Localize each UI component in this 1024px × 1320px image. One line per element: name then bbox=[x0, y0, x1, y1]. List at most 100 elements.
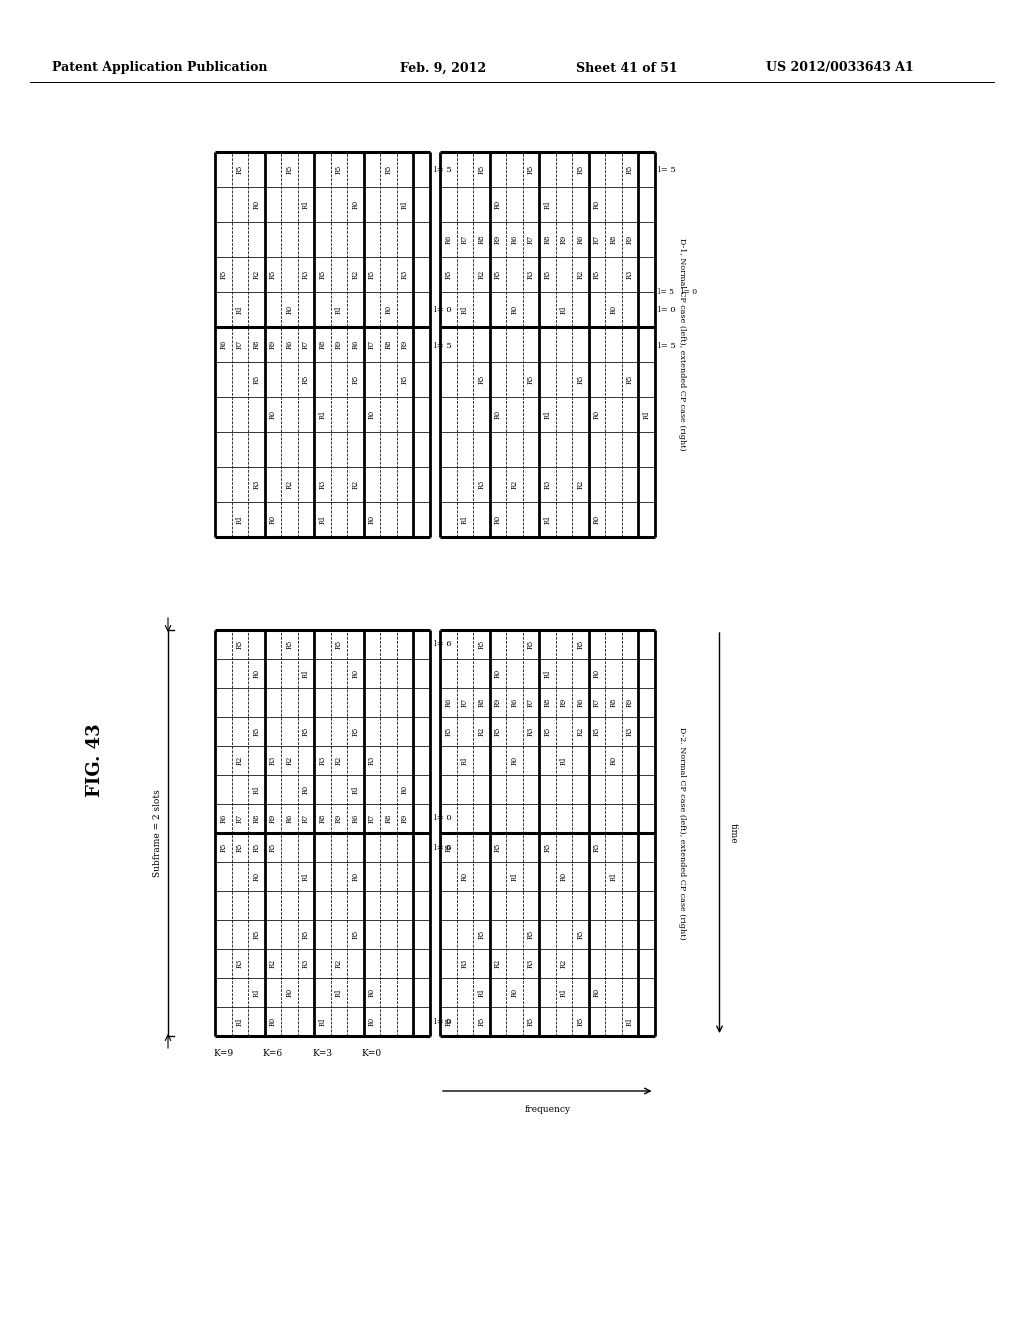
Text: l= 0: l= 0 bbox=[433, 305, 452, 314]
Text: R6: R6 bbox=[219, 814, 227, 824]
Text: R5: R5 bbox=[219, 843, 227, 853]
Text: R0: R0 bbox=[510, 305, 518, 314]
Text: R0: R0 bbox=[368, 411, 376, 418]
Text: R9: R9 bbox=[626, 235, 634, 244]
Text: R1: R1 bbox=[335, 305, 343, 314]
Text: R0: R0 bbox=[252, 873, 260, 880]
Text: R1: R1 bbox=[560, 987, 567, 997]
Text: R3: R3 bbox=[526, 958, 535, 968]
Text: R9: R9 bbox=[335, 814, 343, 824]
Text: R7: R7 bbox=[526, 235, 535, 244]
Text: R2: R2 bbox=[577, 480, 585, 490]
Text: R2: R2 bbox=[268, 958, 276, 968]
Text: R7: R7 bbox=[461, 698, 469, 708]
Text: R5: R5 bbox=[577, 165, 585, 174]
Text: R5: R5 bbox=[335, 165, 343, 174]
Text: R5: R5 bbox=[219, 269, 227, 279]
Text: R1: R1 bbox=[252, 987, 260, 997]
Text: R0: R0 bbox=[593, 411, 601, 418]
Text: time: time bbox=[729, 822, 738, 843]
Text: R9: R9 bbox=[560, 698, 567, 708]
Text: R1: R1 bbox=[236, 305, 244, 314]
Text: R0: R0 bbox=[593, 669, 601, 678]
Text: R2: R2 bbox=[560, 958, 567, 968]
Text: R2: R2 bbox=[252, 269, 260, 279]
Text: R2: R2 bbox=[477, 727, 485, 737]
Text: R2: R2 bbox=[577, 727, 585, 737]
Text: R1: R1 bbox=[560, 756, 567, 766]
Text: R1: R1 bbox=[335, 987, 343, 997]
Text: R5: R5 bbox=[444, 1016, 453, 1026]
Text: R1: R1 bbox=[609, 873, 617, 882]
Text: l= 0: l= 0 bbox=[433, 1018, 452, 1026]
Text: R5: R5 bbox=[626, 375, 634, 384]
Text: R7: R7 bbox=[368, 341, 376, 348]
Text: Subframe = 2 slots: Subframe = 2 slots bbox=[154, 789, 163, 876]
Text: R9: R9 bbox=[626, 698, 634, 708]
Text: R1: R1 bbox=[544, 515, 551, 524]
Text: R0: R0 bbox=[286, 987, 293, 997]
Text: R1: R1 bbox=[351, 785, 359, 795]
Text: R1: R1 bbox=[252, 785, 260, 795]
Text: K=6: K=6 bbox=[263, 1049, 283, 1059]
Text: R0: R0 bbox=[302, 785, 309, 795]
Text: FIG. 43: FIG. 43 bbox=[86, 723, 104, 797]
Text: R3: R3 bbox=[626, 727, 634, 737]
Text: R5: R5 bbox=[286, 640, 293, 649]
Text: R8: R8 bbox=[384, 814, 392, 824]
Text: R5: R5 bbox=[302, 727, 309, 737]
Text: R6: R6 bbox=[219, 339, 227, 348]
Text: R9: R9 bbox=[400, 814, 409, 824]
Text: l= 5: l= 5 bbox=[658, 165, 676, 173]
Text: R5: R5 bbox=[477, 1016, 485, 1026]
Text: l= 5: l= 5 bbox=[433, 342, 452, 351]
Text: R9: R9 bbox=[560, 235, 567, 244]
Text: R5: R5 bbox=[318, 269, 327, 279]
Text: R6: R6 bbox=[444, 235, 453, 244]
Text: R0: R0 bbox=[351, 669, 359, 678]
Text: R5: R5 bbox=[236, 640, 244, 649]
Text: R5: R5 bbox=[351, 929, 359, 939]
Text: R8: R8 bbox=[609, 235, 617, 244]
Text: R9: R9 bbox=[400, 339, 409, 348]
Text: R5: R5 bbox=[268, 269, 276, 279]
Text: R5: R5 bbox=[577, 375, 585, 384]
Text: R2: R2 bbox=[236, 756, 244, 766]
Text: R6: R6 bbox=[286, 814, 293, 824]
Text: R9: R9 bbox=[268, 339, 276, 348]
Text: R0: R0 bbox=[368, 515, 376, 524]
Text: R2: R2 bbox=[335, 958, 343, 968]
Text: R5: R5 bbox=[368, 269, 376, 279]
Text: R0: R0 bbox=[609, 756, 617, 766]
Text: R5: R5 bbox=[577, 640, 585, 649]
Text: R8: R8 bbox=[477, 698, 485, 708]
Text: R0: R0 bbox=[252, 199, 260, 209]
Text: R9: R9 bbox=[494, 235, 502, 244]
Text: R0: R0 bbox=[494, 515, 502, 524]
Text: R0: R0 bbox=[593, 987, 601, 997]
Text: R1: R1 bbox=[510, 873, 518, 882]
Text: R1: R1 bbox=[400, 199, 409, 209]
Text: R1: R1 bbox=[461, 305, 469, 314]
Text: R6: R6 bbox=[351, 814, 359, 824]
Text: R5: R5 bbox=[236, 843, 244, 853]
Text: R6: R6 bbox=[351, 339, 359, 348]
Text: R5: R5 bbox=[494, 727, 502, 737]
Text: R5: R5 bbox=[494, 269, 502, 279]
Text: R3: R3 bbox=[302, 958, 309, 968]
Text: R7: R7 bbox=[526, 698, 535, 708]
Text: D-1, Normal CP case (left), extended CP case (right): D-1, Normal CP case (left), extended CP … bbox=[679, 238, 686, 451]
Text: R0: R0 bbox=[494, 669, 502, 678]
Text: R0: R0 bbox=[461, 873, 469, 880]
Text: R1: R1 bbox=[560, 305, 567, 314]
Text: R7: R7 bbox=[236, 341, 244, 348]
Text: Feb. 9, 2012: Feb. 9, 2012 bbox=[400, 62, 486, 74]
Text: R0: R0 bbox=[368, 987, 376, 997]
Text: R5: R5 bbox=[544, 843, 551, 853]
Text: R1: R1 bbox=[544, 669, 551, 678]
Text: R6: R6 bbox=[286, 339, 293, 348]
Text: R9: R9 bbox=[268, 814, 276, 824]
Text: R7: R7 bbox=[593, 235, 601, 244]
Text: R3: R3 bbox=[461, 958, 469, 968]
Text: R0: R0 bbox=[368, 1016, 376, 1026]
